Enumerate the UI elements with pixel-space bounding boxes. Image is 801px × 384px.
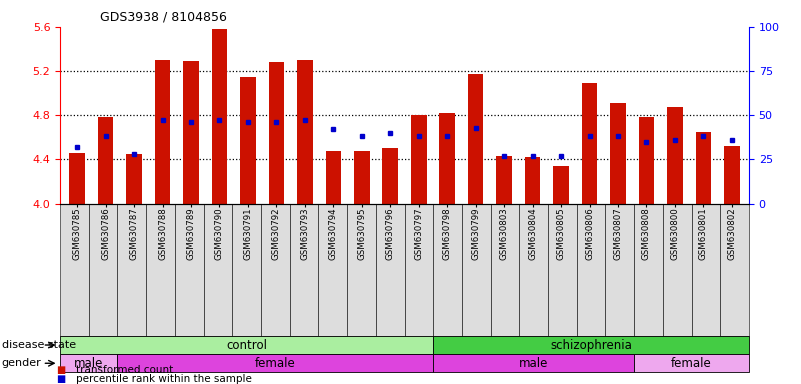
Bar xyxy=(440,113,455,204)
Bar xyxy=(610,103,626,204)
Bar xyxy=(468,74,484,204)
Text: gender: gender xyxy=(2,358,42,368)
Text: male: male xyxy=(519,357,549,370)
Text: female: female xyxy=(671,357,712,370)
Bar xyxy=(183,61,199,204)
Text: male: male xyxy=(74,357,103,370)
Text: schizophrenia: schizophrenia xyxy=(550,339,632,351)
Bar xyxy=(354,151,369,204)
Bar xyxy=(268,62,284,204)
Text: female: female xyxy=(255,357,296,370)
Bar xyxy=(724,146,739,204)
Bar xyxy=(553,166,569,204)
Bar xyxy=(127,154,142,204)
Text: disease state: disease state xyxy=(2,340,76,350)
Bar xyxy=(582,83,598,204)
Bar xyxy=(525,157,541,204)
Bar xyxy=(382,148,398,204)
Bar xyxy=(638,118,654,204)
Bar xyxy=(325,151,341,204)
Bar xyxy=(297,60,312,204)
Bar xyxy=(155,60,171,204)
Text: percentile rank within the sample: percentile rank within the sample xyxy=(76,374,252,384)
Text: transformed count: transformed count xyxy=(76,365,173,375)
Bar xyxy=(411,115,427,204)
Text: ■: ■ xyxy=(56,365,66,375)
Text: GDS3938 / 8104856: GDS3938 / 8104856 xyxy=(100,10,227,23)
Text: control: control xyxy=(226,339,268,351)
Bar xyxy=(98,118,114,204)
Bar xyxy=(497,156,512,204)
Text: ■: ■ xyxy=(56,374,66,384)
Bar xyxy=(240,76,256,204)
Bar xyxy=(695,132,711,204)
Bar xyxy=(70,153,85,204)
Bar xyxy=(667,108,682,204)
Bar xyxy=(211,29,227,204)
